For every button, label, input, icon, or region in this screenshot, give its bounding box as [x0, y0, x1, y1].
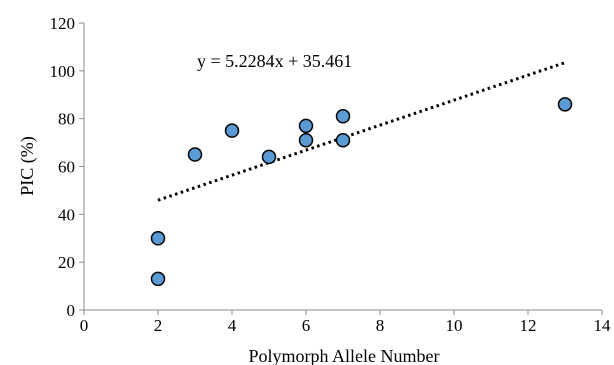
data-point [557, 97, 573, 112]
data-point [150, 231, 166, 246]
trendline-equation: y = 5.2284x + 35.461 [197, 51, 352, 71]
y-tick-labels: 0 20 40 60 80 100 120 [50, 14, 84, 320]
x-tick-label: 12 [520, 316, 537, 335]
data-point [335, 109, 351, 124]
x-tick-label: 10 [446, 316, 463, 335]
x-tick-label: 6 [302, 316, 311, 335]
y-tick-label: 80 [58, 110, 75, 129]
x-tick-label: 14 [594, 316, 612, 335]
x-tick-label: 2 [154, 316, 163, 335]
y-tick-label: 0 [67, 301, 76, 320]
x-tick-label: 4 [228, 316, 237, 335]
data-points [150, 97, 573, 287]
y-tick-label: 20 [58, 253, 75, 272]
data-point [187, 147, 203, 162]
y-tick-label: 40 [58, 205, 75, 224]
y-tick-label: 120 [50, 14, 76, 33]
y-axis-title: PIC (%) [17, 136, 38, 196]
trendline-group [157, 61, 566, 202]
data-point [298, 118, 314, 134]
x-tick-label: 8 [376, 316, 385, 335]
data-point [335, 132, 351, 148]
data-point [261, 149, 277, 165]
x-axis-title: Polymorph Allele Number [249, 346, 440, 365]
data-point [298, 132, 314, 148]
data-point [150, 271, 166, 287]
x-tick-label: 0 [80, 316, 89, 335]
y-tick-label: 100 [50, 62, 76, 81]
trendline [157, 61, 566, 202]
x-tick-labels: 0 2 4 6 8 10 12 14 [80, 310, 611, 335]
y-tick-label: 60 [58, 158, 75, 177]
data-point [224, 123, 240, 138]
